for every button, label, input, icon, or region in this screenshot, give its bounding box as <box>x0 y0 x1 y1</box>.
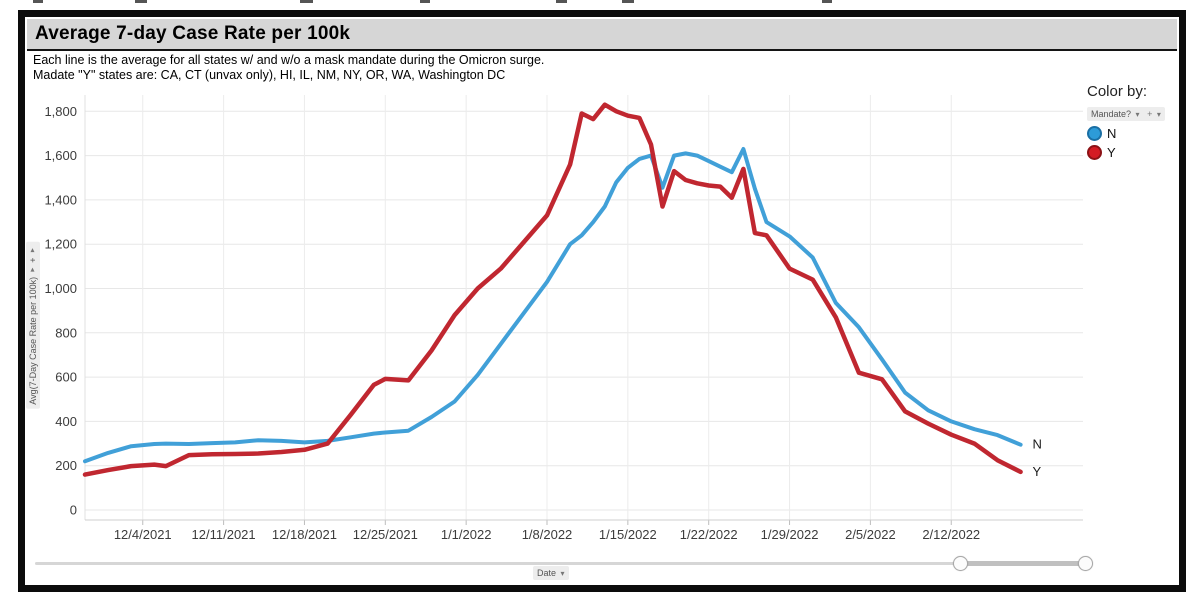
svg-text:2/12/2022: 2/12/2022 <box>922 527 980 542</box>
legend-label-n: N <box>1107 126 1117 141</box>
chart-subtitle: Each line is the average for all states … <box>25 51 1179 82</box>
line-end-label-y: Y <box>1033 464 1042 479</box>
line-end-label-n: N <box>1033 437 1042 452</box>
svg-text:1,000: 1,000 <box>44 281 77 296</box>
chevron-down-icon[interactable]: ▾ <box>560 569 565 578</box>
slider-selected-range[interactable] <box>960 561 1085 566</box>
series-line-n <box>83 147 1023 464</box>
legend-item-n[interactable]: N <box>1087 126 1181 141</box>
svg-text:1/1/2022: 1/1/2022 <box>441 527 492 542</box>
legend-panel: Color by: Mandate? ▾ + ▾ N Y <box>1087 83 1181 160</box>
date-range-slider[interactable] <box>35 555 1093 571</box>
svg-text:1,600: 1,600 <box>44 148 77 163</box>
svg-text:800: 800 <box>55 325 77 340</box>
svg-text:12/18/2021: 12/18/2021 <box>272 527 337 542</box>
svg-text:1/15/2022: 1/15/2022 <box>599 527 657 542</box>
legend-swatch-n[interactable] <box>1087 126 1102 141</box>
crop-mark <box>135 0 147 3</box>
x-axis-field-label: Date <box>537 568 557 578</box>
svg-text:1,800: 1,800 <box>44 104 77 119</box>
svg-text:600: 600 <box>55 370 77 385</box>
chevron-down-icon[interactable]: ▾ <box>1156 110 1161 119</box>
svg-text:0: 0 <box>70 503 77 518</box>
legend-heading: Color by: <box>1087 83 1148 100</box>
page-title: Average 7-day Case Rate per 100k <box>27 19 1177 51</box>
screenshot-frame: Average 7-day Case Rate per 100k Each li… <box>18 10 1186 592</box>
svg-text:1,200: 1,200 <box>44 237 77 252</box>
crop-mark <box>822 0 832 3</box>
legend-item-y[interactable]: Y <box>1087 145 1181 160</box>
crop-mark <box>556 0 567 3</box>
y-axis-field-label: Avg(7-Day Case Rate per 100k) <box>28 276 38 405</box>
svg-text:1,400: 1,400 <box>44 192 77 207</box>
slider-handle-right[interactable] <box>1078 556 1093 571</box>
add-field-icon[interactable]: + <box>1147 109 1153 119</box>
color-by-field-label: Mandate? <box>1091 109 1132 119</box>
chevron-down-icon[interactable]: ▾ <box>1135 110 1140 119</box>
slider-track[interactable] <box>35 562 1085 565</box>
series-line-y <box>82 102 1023 477</box>
x-axis-field-pill[interactable]: Date ▾ <box>533 566 569 580</box>
add-field-icon[interactable]: + <box>28 257 38 263</box>
chevron-down-icon[interactable]: ▾ <box>28 265 37 275</box>
subtitle-line-1: Each line is the average for all states … <box>33 53 545 67</box>
svg-text:1/29/2022: 1/29/2022 <box>761 527 819 542</box>
svg-text:400: 400 <box>55 414 77 429</box>
svg-text:12/4/2021: 12/4/2021 <box>114 527 172 542</box>
crop-mark <box>622 0 634 3</box>
crop-mark <box>300 0 313 3</box>
crop-mark <box>33 0 43 3</box>
slider-handle-left[interactable] <box>953 556 968 571</box>
svg-text:12/25/2021: 12/25/2021 <box>353 527 418 542</box>
svg-text:1/22/2022: 1/22/2022 <box>680 527 738 542</box>
svg-text:200: 200 <box>55 458 77 473</box>
chart-svg: 0 200 400 600 800 1,000 1,200 1,400 1,600 1,800 12… <box>44 95 1083 542</box>
y-axis-field-pill[interactable]: Avg(7-Day Case Rate per 100k) ▾ + ▾ <box>26 242 40 409</box>
svg-text:2/5/2022: 2/5/2022 <box>845 527 896 542</box>
chevron-down-icon[interactable]: ▾ <box>28 246 37 255</box>
legend-swatch-y[interactable] <box>1087 145 1102 160</box>
crop-mark <box>420 0 430 3</box>
svg-text:1/8/2022: 1/8/2022 <box>522 527 573 542</box>
color-by-field-pill[interactable]: Mandate? ▾ + ▾ <box>1087 107 1165 121</box>
legend-label-y: Y <box>1107 145 1116 160</box>
subtitle-line-2: Madate "Y" states are: CA, CT (unvax onl… <box>33 67 506 82</box>
svg-text:12/11/2021: 12/11/2021 <box>192 527 256 542</box>
